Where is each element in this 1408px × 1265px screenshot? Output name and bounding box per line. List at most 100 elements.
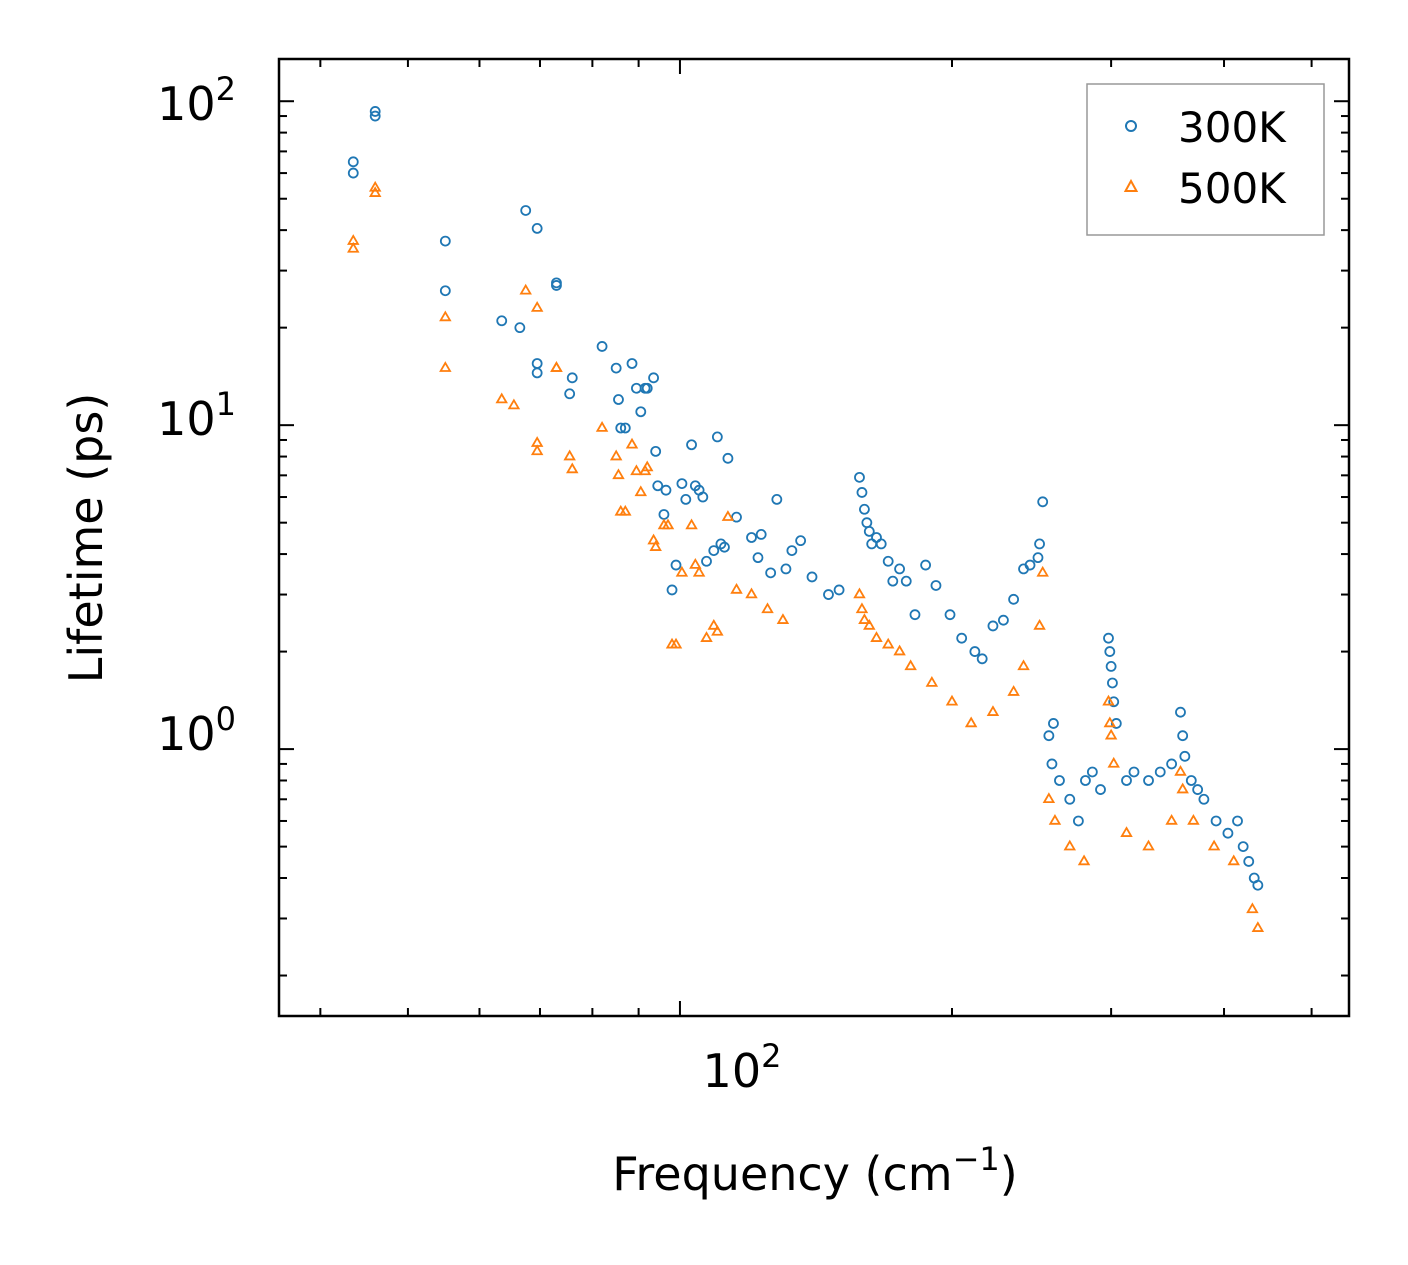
data-point-300k <box>882 555 894 567</box>
data-point-300k <box>765 567 777 579</box>
y-axis-label: Lifetime (ps) <box>59 393 113 684</box>
data-point-300k <box>697 491 709 503</box>
data-point-300k <box>1080 775 1091 786</box>
data-point-500k <box>609 449 623 461</box>
data-point-300k <box>1032 552 1044 564</box>
data-point-500k <box>530 436 544 447</box>
data-point-500k <box>1048 813 1062 825</box>
major-ticks <box>279 59 1349 1016</box>
x-tick-label-100: 102 <box>703 1037 782 1098</box>
data-point-300k <box>894 563 905 575</box>
data-point-300k <box>795 535 807 547</box>
data-point-300k <box>626 358 638 369</box>
data-point-500k <box>661 518 675 530</box>
data-point-500k <box>707 618 721 630</box>
data-point-500k <box>1120 826 1133 837</box>
data-point-300k <box>1198 793 1210 805</box>
data-point-300k <box>1237 841 1249 853</box>
data-point-300k <box>746 532 757 543</box>
data-point-500k <box>640 460 654 472</box>
data-point-500k <box>730 582 743 594</box>
data-point-300k <box>930 580 942 591</box>
data-point-500k <box>495 392 508 404</box>
data-point-300k <box>1034 538 1045 550</box>
data-point-300k <box>514 322 526 334</box>
data-point-500k <box>550 361 563 372</box>
data-point-500k <box>439 361 452 372</box>
data-point-300k <box>666 584 678 596</box>
data-series-layer <box>347 106 1265 932</box>
data-point-300k <box>1154 766 1166 778</box>
data-point-500k <box>1036 565 1049 577</box>
data-point-500k <box>925 675 939 687</box>
data-point-500k <box>870 631 883 642</box>
data-point-300k <box>1054 775 1065 786</box>
data-point-300k <box>1177 730 1189 742</box>
data-point-300k <box>1105 661 1117 672</box>
data-point-300k <box>641 382 653 394</box>
data-point-300k <box>708 545 720 556</box>
data-point-500k <box>566 462 579 474</box>
data-point-300k <box>566 372 578 384</box>
legend: 300K 500K <box>1086 83 1325 236</box>
data-point-500k <box>507 398 521 410</box>
data-point-300k <box>859 503 870 515</box>
data-point-300k <box>1179 750 1191 762</box>
data-point-500k <box>669 637 683 649</box>
data-point-500k <box>1142 839 1155 851</box>
data-point-300k <box>780 563 792 575</box>
legend-marker-500k <box>1123 178 1139 192</box>
data-point-300k <box>823 589 834 600</box>
data-point-300k <box>701 555 712 567</box>
data-point-500k <box>634 485 648 497</box>
data-point-500k <box>1033 618 1046 630</box>
data-point-300k <box>610 362 622 374</box>
data-point-500k <box>630 464 643 476</box>
data-point-300k <box>806 571 818 583</box>
y-tick-label-100: 102 <box>157 70 236 131</box>
data-point-300k <box>1128 766 1140 778</box>
data-point-300k <box>520 205 532 216</box>
data-point-500k <box>1165 813 1178 825</box>
data-point-500k <box>612 468 625 480</box>
data-point-300k <box>1064 793 1076 805</box>
data-point-300k <box>854 471 865 483</box>
data-point-300k <box>920 559 932 571</box>
y-tick-label-1: 100 <box>157 700 236 761</box>
data-point-500k <box>368 186 382 197</box>
data-point-500k <box>689 558 702 569</box>
data-point-300k <box>1086 766 1098 778</box>
data-point-300k <box>786 545 798 556</box>
data-point-300k <box>1024 559 1036 571</box>
data-point-300k <box>531 367 543 379</box>
data-point-500k <box>439 310 452 322</box>
data-point-500k <box>368 180 382 192</box>
data-point-500k <box>945 694 959 706</box>
data-point-500k <box>563 449 576 461</box>
data-point-300k <box>752 552 764 564</box>
data-point-300k <box>956 632 968 644</box>
data-point-500k <box>761 602 774 614</box>
data-point-300k <box>833 584 845 596</box>
data-point-300k <box>1037 496 1049 508</box>
data-point-300k <box>1222 827 1234 839</box>
data-point-500k <box>685 518 698 530</box>
data-point-300k <box>496 315 508 327</box>
data-point-300k <box>969 646 981 657</box>
series-500k <box>347 180 1265 932</box>
data-point-300k <box>564 388 576 400</box>
minor-ticks <box>279 59 1349 1016</box>
data-point-500k <box>863 618 876 630</box>
data-point-500k <box>1251 921 1265 932</box>
data-point-300k <box>439 285 451 297</box>
data-point-500k <box>530 444 544 456</box>
data-point-500k <box>1007 685 1020 696</box>
data-point-300k <box>615 422 627 434</box>
data-point-300k <box>686 439 697 451</box>
data-point-500k <box>1103 716 1117 728</box>
data-point-300k <box>1121 775 1132 786</box>
data-point-300k <box>731 511 742 523</box>
data-point-300k <box>1108 696 1120 708</box>
data-point-300k <box>347 156 359 168</box>
